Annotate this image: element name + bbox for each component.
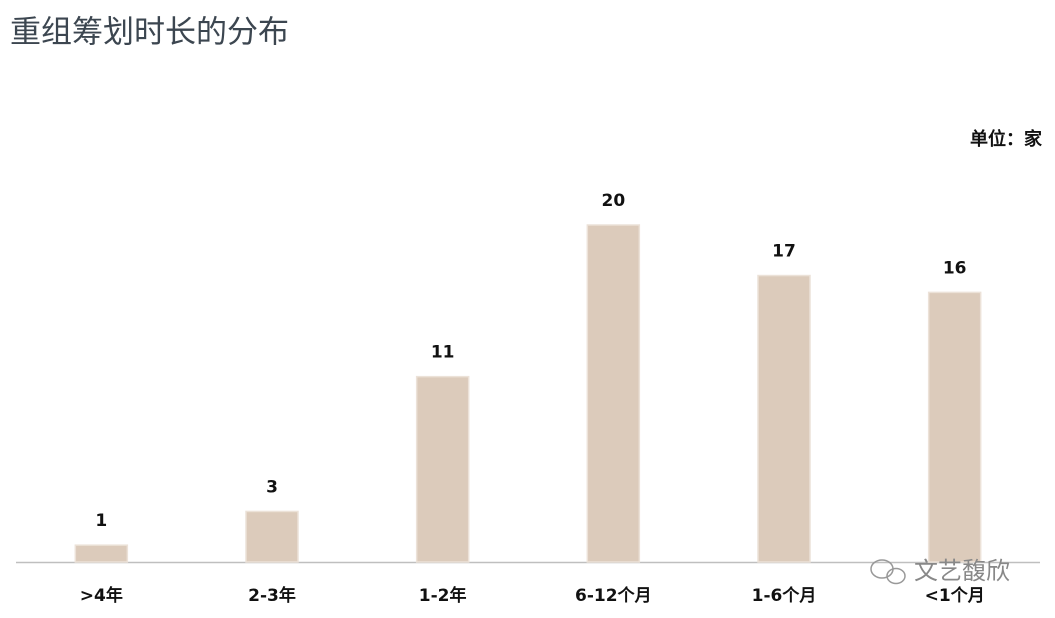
value-label: 1 [95,511,107,531]
x-tick-label: 6-12个月 [575,585,652,606]
x-tick-label: 1-6个月 [752,585,817,606]
value-label: 17 [772,242,796,262]
unit-label: 单位：家 [970,128,1043,150]
chart-title: 重组筹划时长的分布 [10,15,289,51]
x-tick-label: 2-3年 [248,585,296,606]
bar [415,375,470,563]
bar [74,544,129,563]
x-tick-label: <1个月 [925,585,985,606]
value-label: 16 [943,258,967,278]
x-tick-label: >4年 [80,585,123,606]
value-label: 11 [431,343,455,363]
bar [927,291,982,563]
value-label: 3 [266,477,278,497]
watermark: 文艺馥欣 [914,557,1010,585]
watermark-icon [870,559,906,585]
bar [757,274,811,563]
x-tick-label: 1-2年 [419,585,467,606]
value-label: 20 [601,191,625,211]
bar [586,224,641,563]
bar [245,510,299,563]
